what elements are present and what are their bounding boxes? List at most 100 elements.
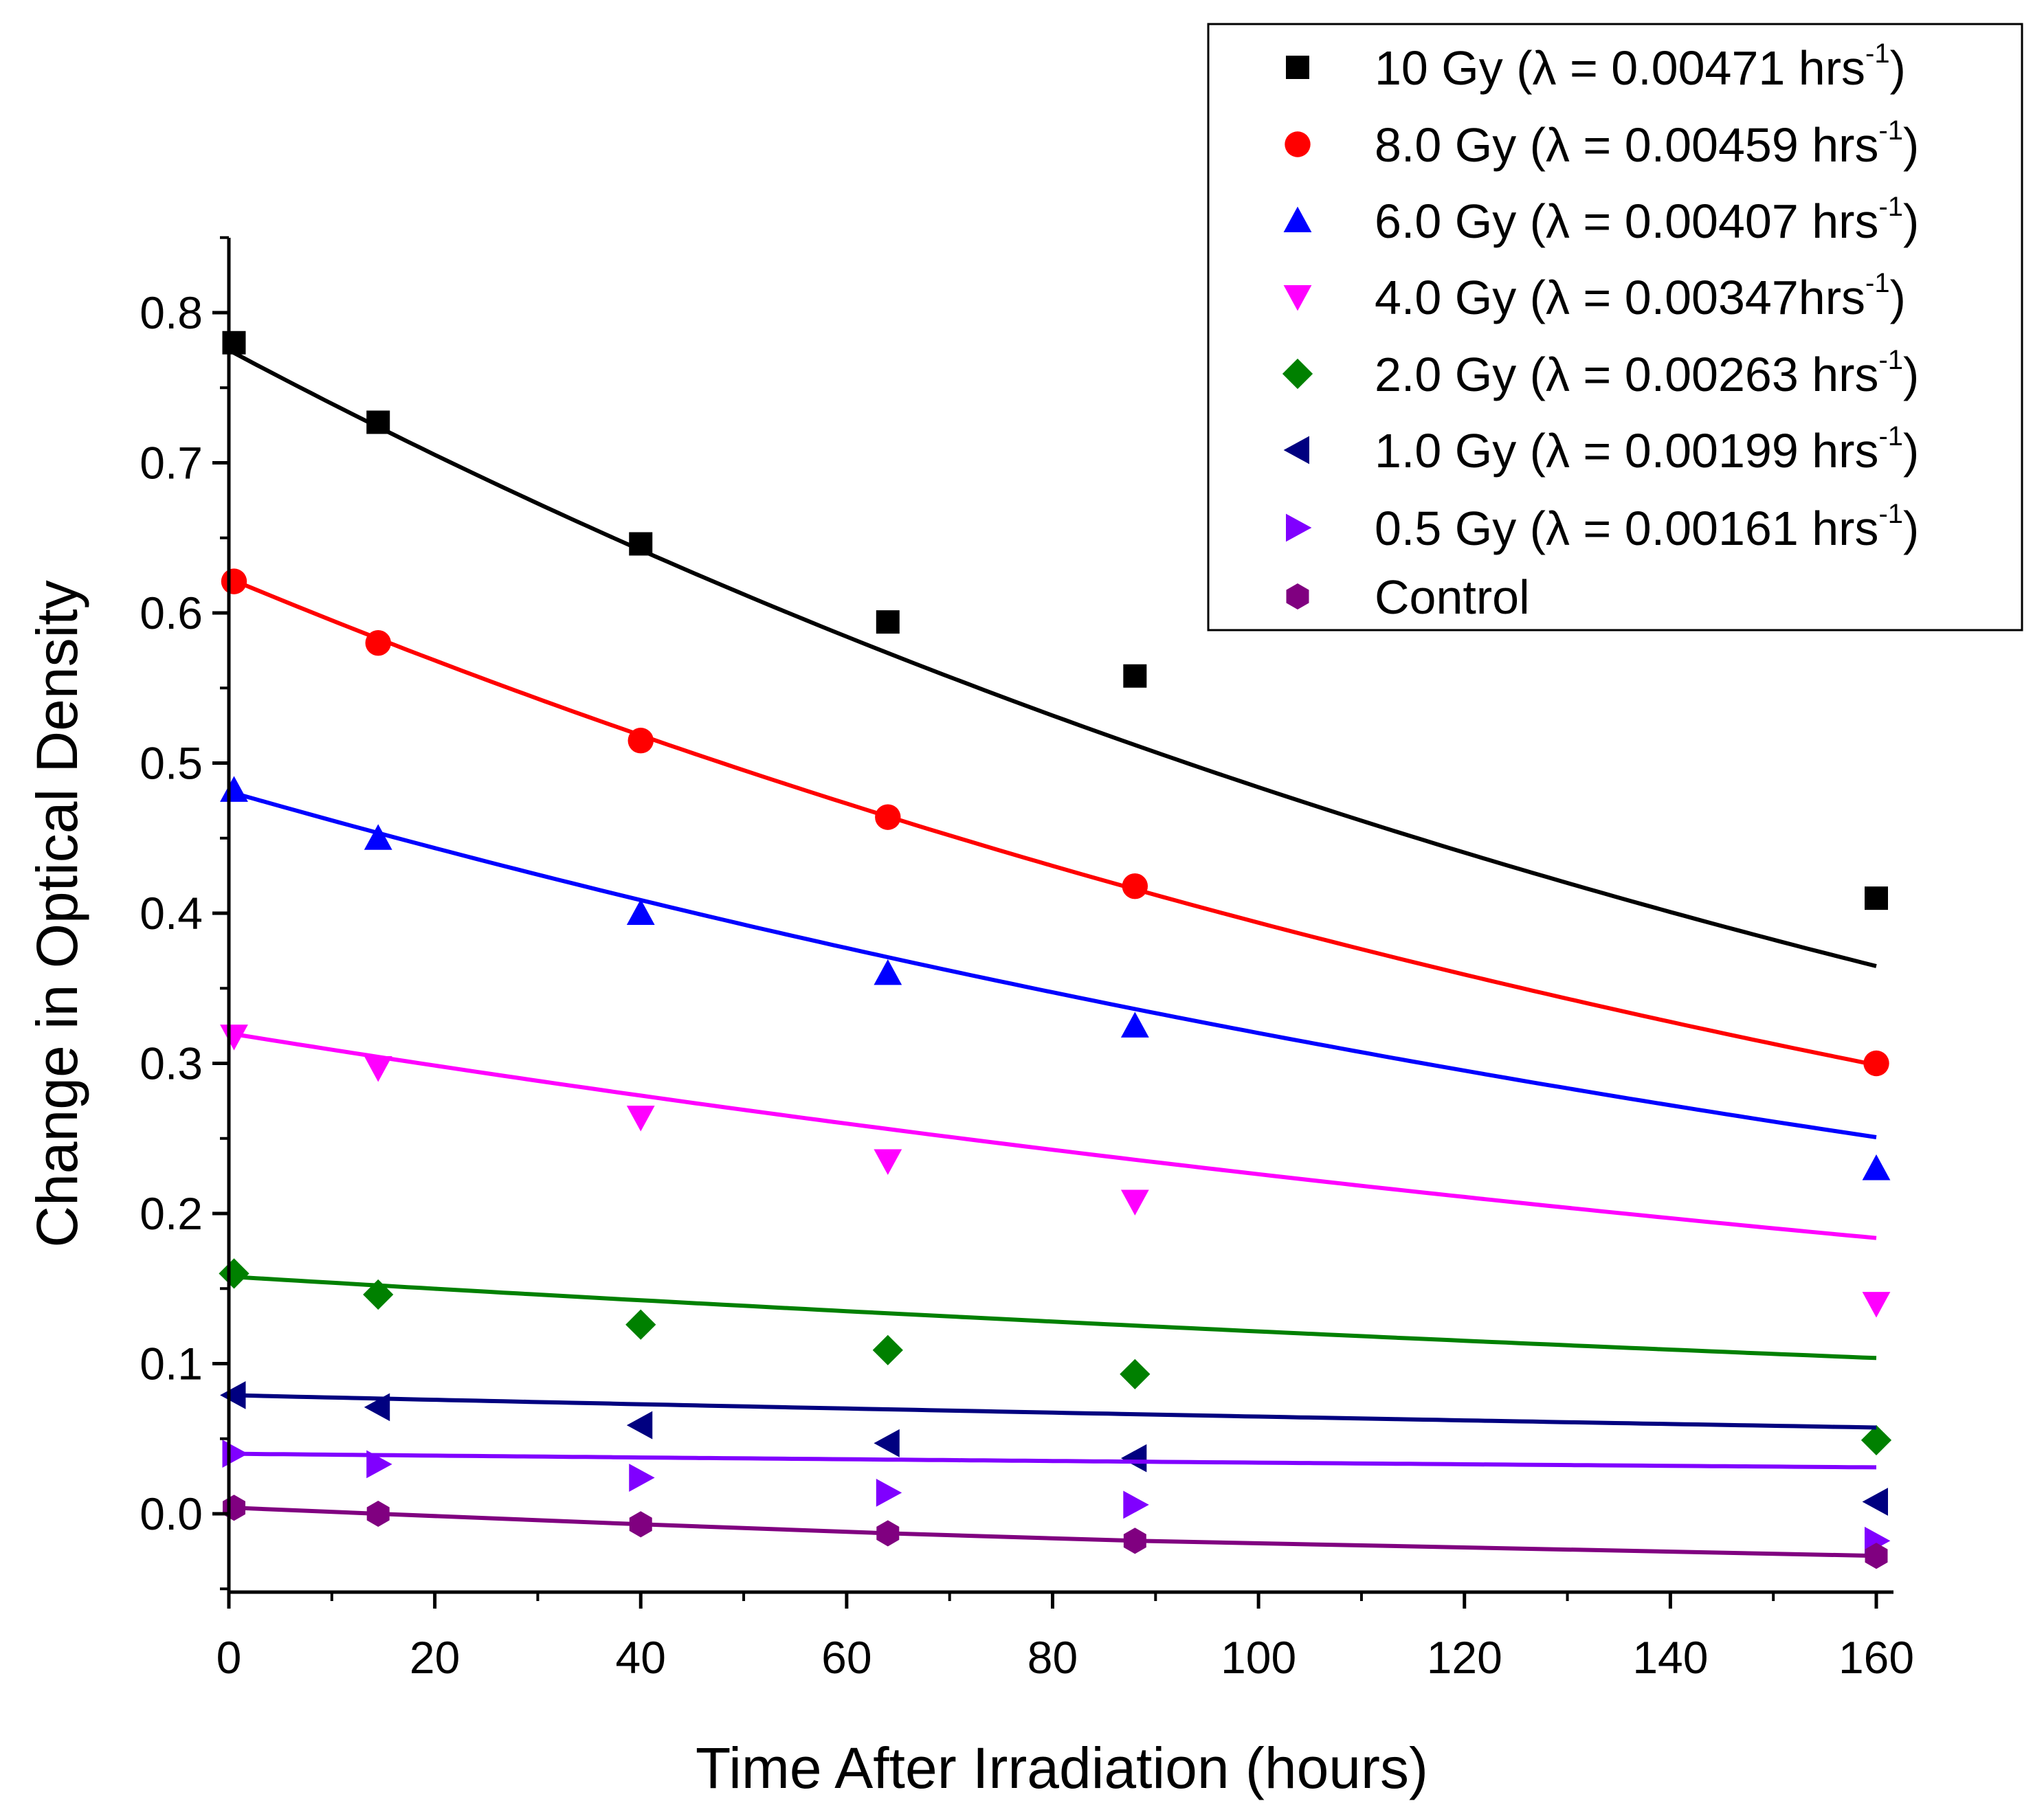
legend-entry: 1.0 Gy (λ = 0.00199 hrs-1) [1375, 421, 1919, 478]
y-tick-label: 0.3 [140, 1038, 203, 1089]
data-point [876, 1520, 900, 1547]
legend-entry: 4.0 Gy (λ = 0.00347hrs-1) [1375, 268, 1906, 324]
x-tick-label: 140 [1632, 1632, 1708, 1683]
data-point [366, 410, 390, 434]
fit-line [234, 1506, 1877, 1558]
fit-line [227, 576, 1877, 1067]
data-point [1862, 1292, 1891, 1318]
data-point [627, 728, 654, 754]
legend: 10 Gy (λ = 0.00471 hrs-1) 8.0 Gy (λ = 0.0… [1207, 23, 2023, 631]
data-point [220, 1380, 246, 1409]
data-point [626, 1411, 653, 1440]
legend-box [1207, 23, 2023, 631]
y-tick-label: 0.5 [140, 738, 203, 789]
fit-line [227, 348, 1877, 968]
data-point [1862, 1488, 1888, 1516]
data-point [366, 1500, 390, 1528]
data-point [363, 1279, 394, 1310]
data-point [626, 899, 655, 925]
legend-marker [1283, 285, 1312, 311]
data-point [1865, 1543, 1888, 1569]
legend-marker [1286, 513, 1312, 542]
fit-line [228, 1274, 1877, 1361]
data-point [874, 1149, 902, 1175]
data-point [1863, 1050, 1889, 1077]
data-point [1120, 1444, 1147, 1473]
x-tick-label: 120 [1427, 1632, 1502, 1683]
legend-marker [1286, 56, 1309, 79]
data-point [220, 1025, 248, 1051]
data-point [365, 630, 391, 656]
data-point [872, 1334, 903, 1365]
y-tick-label: 0.0 [140, 1488, 203, 1539]
series-1-0-gy [220, 1380, 1888, 1516]
data-point [220, 776, 248, 802]
y-tick-label: 0.7 [140, 438, 203, 489]
data-point [1123, 1490, 1149, 1519]
data-point [1862, 1154, 1891, 1181]
series-6-0-gy [220, 776, 1891, 1181]
series-2-0-gy [219, 1258, 1892, 1456]
series-8-0-gy [221, 568, 1889, 1077]
data-point [876, 610, 900, 634]
x-tick-label: 40 [616, 1632, 666, 1683]
x-tick-label: 100 [1221, 1632, 1296, 1683]
data-point [1120, 1011, 1149, 1038]
axes: 0 20 40 60 80 100 120 140 160 0.0 0.1 0.2 0.3 0.4 0.5 0… [140, 236, 1914, 1683]
fit-line [228, 1451, 1877, 1470]
data-point [1122, 873, 1148, 899]
data-point [364, 824, 392, 850]
x-tick-label: 80 [1027, 1632, 1078, 1683]
legend-entry: 0.5 Gy (λ = 0.00161 hrs-1) [1375, 499, 1919, 555]
data-point [629, 532, 653, 556]
x-axis-title: Time After Irradiation (hours) [696, 1736, 1428, 1800]
legend-marker [1286, 583, 1309, 610]
data-point [1120, 1189, 1149, 1216]
y-axis-title: Change in Optical Density [25, 580, 89, 1247]
data-point [221, 568, 247, 594]
legend-marker [1282, 358, 1313, 390]
x-tick-label: 60 [821, 1632, 871, 1683]
x-tick-label: 0 [216, 1632, 242, 1683]
data-point [874, 1429, 900, 1457]
data-point [875, 804, 901, 830]
data-point [1860, 1424, 1892, 1456]
legend-entry: 6.0 Gy (λ = 0.00407 hrs-1) [1375, 192, 1919, 248]
legend-marker [1283, 436, 1309, 465]
legend-entry: 10 Gy (λ = 0.00471 hrs-1) [1375, 38, 1906, 95]
data-point [629, 1511, 652, 1538]
y-tick-label: 0.6 [140, 588, 203, 638]
y-tick-label: 0.4 [140, 888, 203, 939]
data-point [1123, 1528, 1146, 1554]
data-point [1120, 1358, 1151, 1389]
x-tick-label: 160 [1839, 1632, 1914, 1683]
data-point [364, 1056, 392, 1082]
data-point [366, 1450, 392, 1479]
data-point [222, 1440, 248, 1468]
series-4-0-gy [220, 1025, 1891, 1318]
data-point [626, 1106, 655, 1132]
data-point [1123, 664, 1147, 688]
y-tick-label: 0.1 [140, 1339, 203, 1389]
data-point [223, 1495, 245, 1521]
data-point [1865, 886, 1888, 910]
legend-marker [1285, 131, 1311, 157]
data-point [219, 1258, 249, 1289]
x-tick-label: 20 [410, 1632, 460, 1683]
y-tick-label: 0.2 [140, 1188, 203, 1239]
legend-entry: 2.0 Gy (λ = 0.00263 hrs-1) [1375, 345, 1919, 401]
series-control [223, 1495, 1888, 1569]
data-point [874, 959, 902, 985]
data-point [876, 1479, 902, 1507]
fit-line [228, 790, 1877, 1139]
data-point [222, 331, 246, 355]
data-point [625, 1309, 656, 1340]
data-point [629, 1464, 655, 1492]
legend-entry: 8.0 Gy (λ = 0.00459 hrs-1) [1375, 115, 1919, 172]
legend-marker [1283, 206, 1312, 232]
legend-entry: Control [1375, 570, 1530, 624]
fit-line [228, 1393, 1877, 1430]
fit-line [228, 1031, 1877, 1240]
y-tick-label: 0.8 [140, 287, 203, 338]
